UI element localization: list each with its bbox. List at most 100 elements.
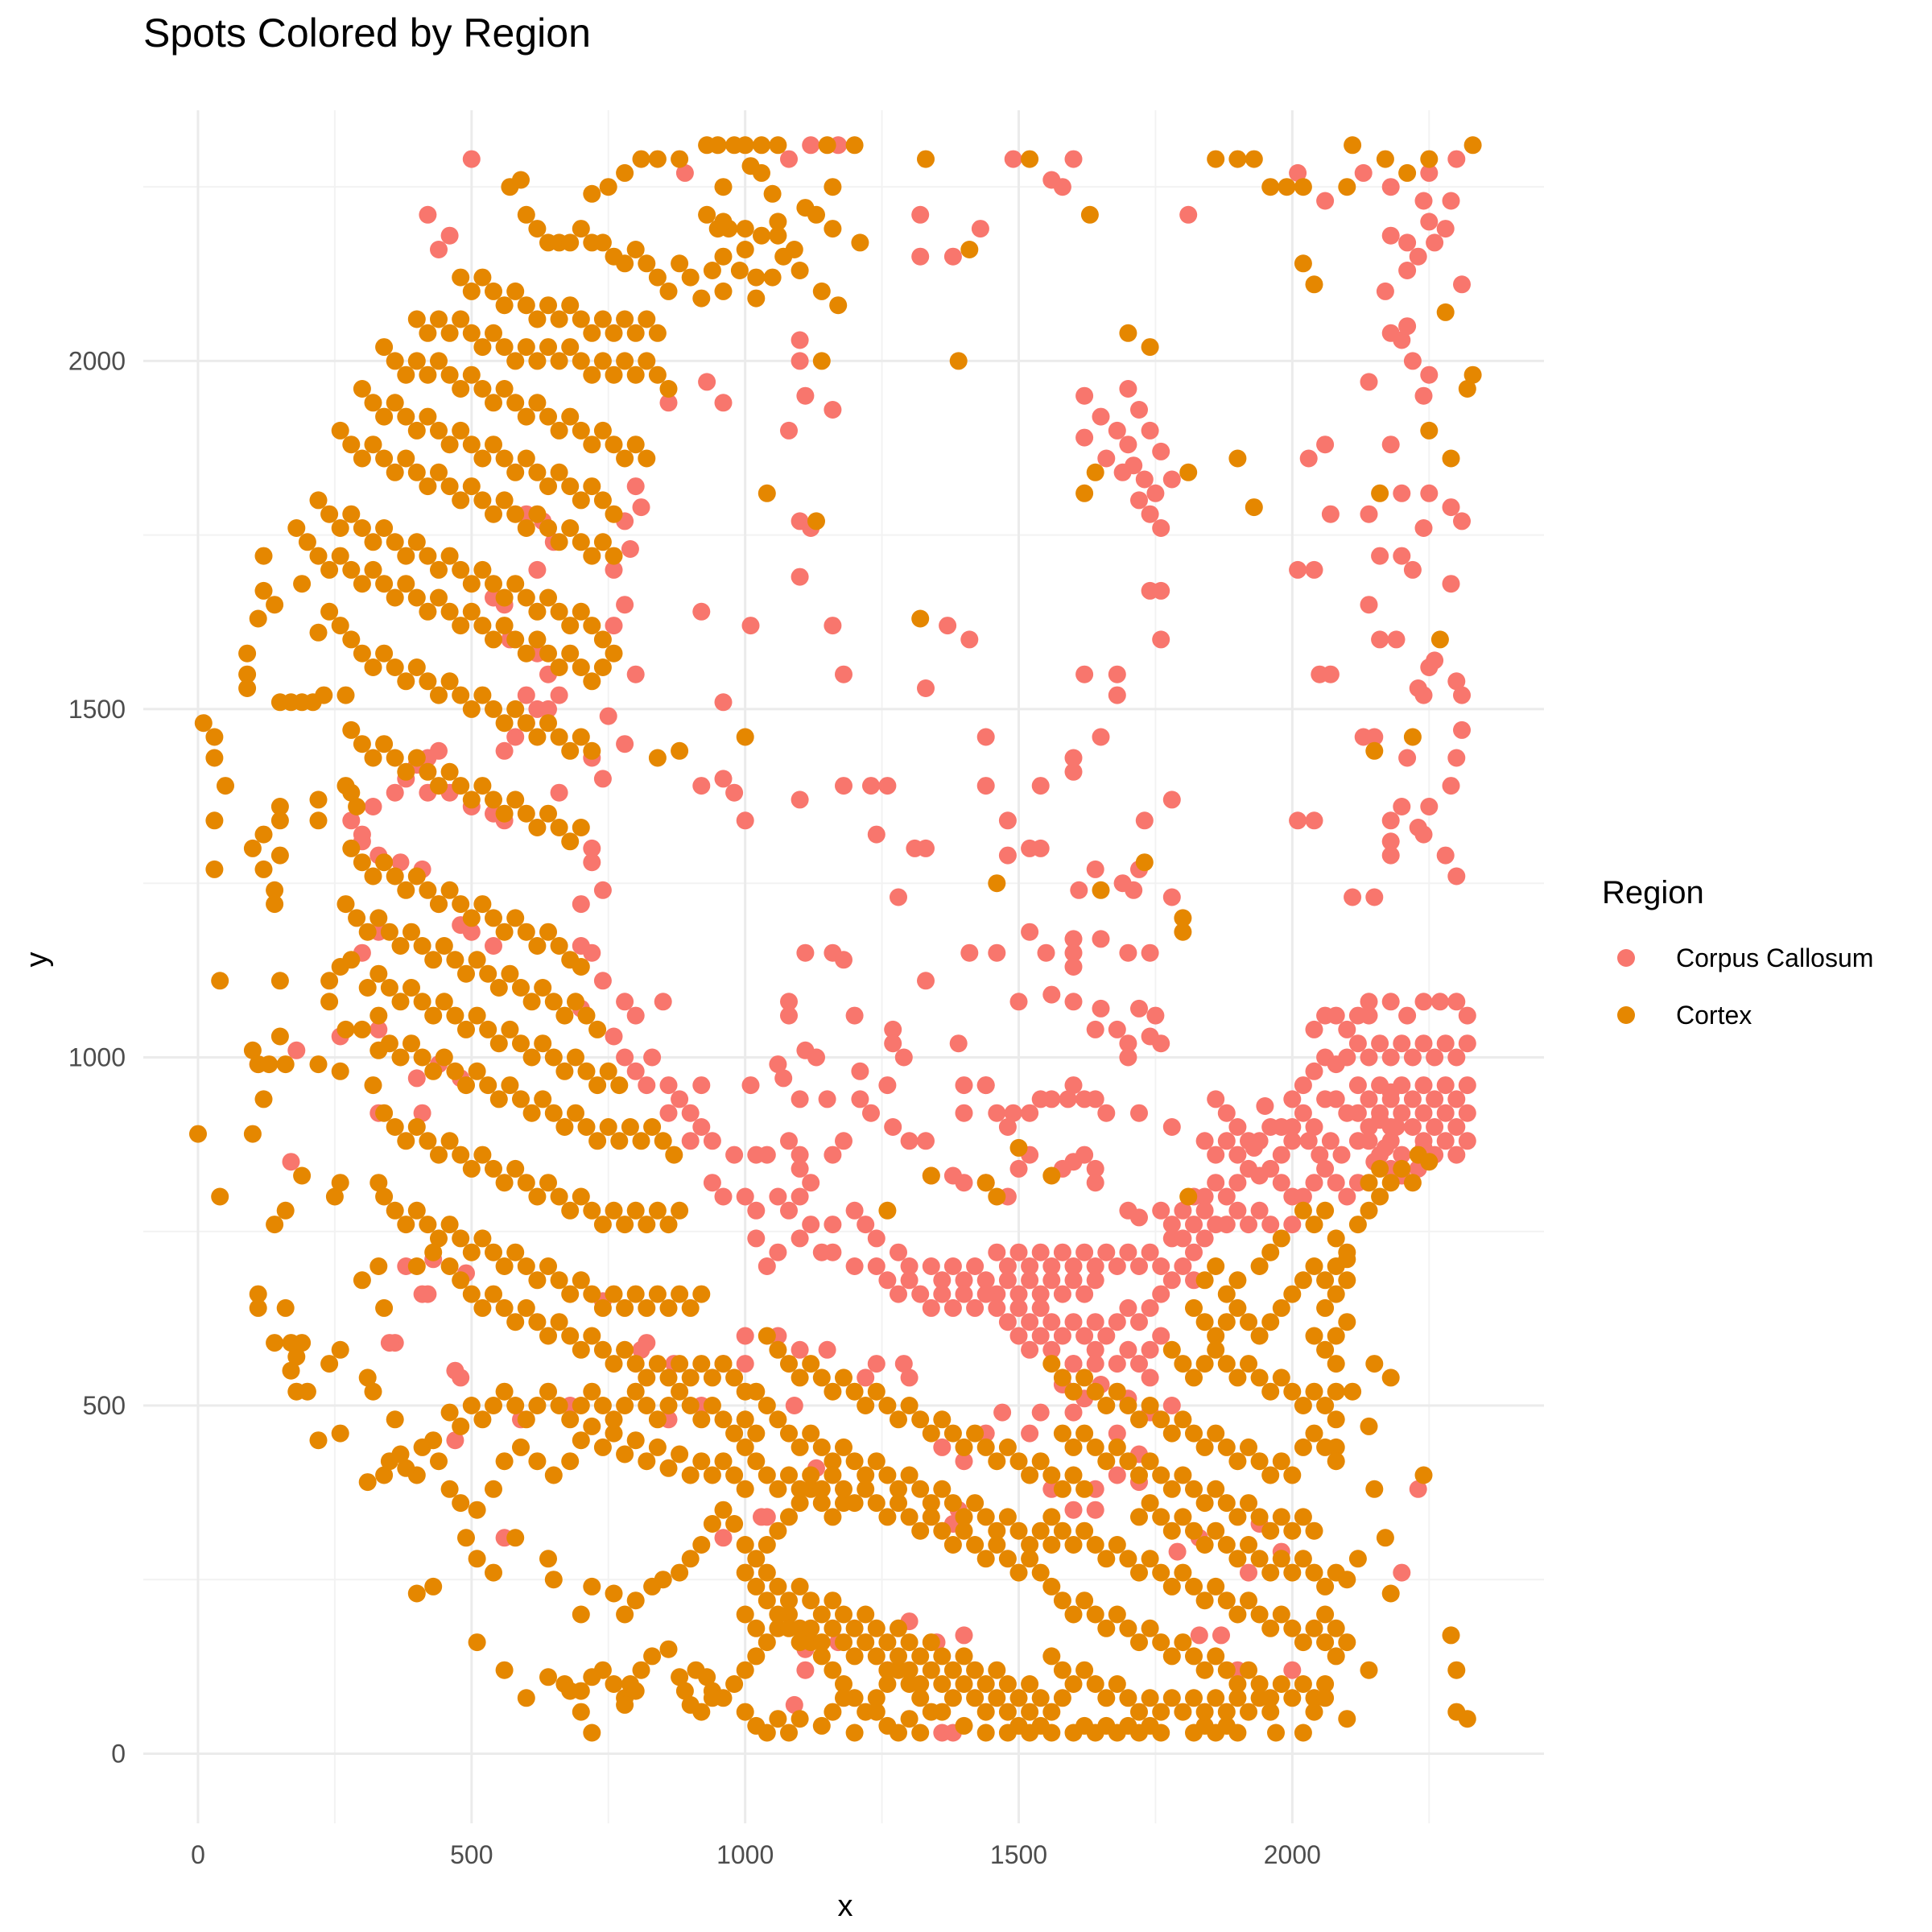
point-cortex [495, 1257, 514, 1275]
point-cortex [867, 1619, 886, 1637]
point-cortex [572, 1271, 590, 1290]
point-cortex [353, 1271, 371, 1290]
point-corpus-callosum [857, 1368, 875, 1387]
point-cortex [626, 1201, 645, 1220]
point-cortex [1207, 1577, 1225, 1596]
point-cortex [616, 163, 634, 182]
point-cortex [1327, 1452, 1345, 1471]
point-cortex [440, 602, 459, 621]
point-cortex [495, 804, 514, 823]
point-cortex [211, 972, 229, 990]
point-cortex [802, 1466, 820, 1484]
point-cortex [561, 477, 580, 496]
point-cortex [1108, 1605, 1126, 1624]
point-cortex [1316, 1689, 1335, 1707]
point-cortex [435, 1048, 453, 1067]
point-cortex [386, 1410, 404, 1429]
point-cortex [1327, 1229, 1345, 1248]
point-cortex [1042, 1355, 1061, 1373]
point-cortex [364, 749, 382, 767]
point-cortex [1207, 150, 1225, 168]
point-cortex [512, 1438, 530, 1456]
point-cortex [364, 867, 382, 886]
point-cortex [1053, 1689, 1071, 1707]
point-corpus-callosum [1190, 1626, 1208, 1645]
point-cortex [462, 1159, 481, 1178]
point-cortex [1283, 1619, 1302, 1637]
point-cortex [593, 310, 612, 328]
point-corpus-callosum [791, 1340, 809, 1359]
point-cortex [1217, 1494, 1236, 1513]
point-cortex [703, 262, 721, 279]
point-cortex [336, 1020, 355, 1038]
point-cortex [512, 979, 530, 997]
point-corpus-callosum [900, 1257, 919, 1275]
point-cortex [1294, 1550, 1312, 1568]
point-corpus-callosum [430, 241, 448, 258]
point-corpus-callosum [1217, 1132, 1236, 1150]
point-corpus-callosum [1393, 1104, 1411, 1122]
point-corpus-callosum [1365, 888, 1384, 906]
point-corpus-callosum [407, 1069, 426, 1088]
point-cortex [605, 1355, 623, 1373]
point-cortex [1283, 1563, 1302, 1582]
point-cortex [375, 735, 394, 753]
point-cortex [473, 491, 492, 510]
point-cortex [561, 617, 580, 635]
point-cortex [1381, 1584, 1400, 1603]
point-cortex [506, 1243, 525, 1261]
point-cortex [407, 658, 426, 676]
point-cortex [528, 937, 547, 955]
point-corpus-callosum [1031, 1243, 1050, 1261]
point-corpus-callosum [692, 777, 711, 795]
point-cortex [397, 547, 415, 565]
point-corpus-callosum [1119, 943, 1137, 962]
point-corpus-callosum [1420, 365, 1439, 384]
point-cortex [375, 575, 394, 593]
point-cortex [501, 1020, 519, 1038]
point-cortex [791, 1577, 809, 1596]
point-corpus-callosum [890, 888, 907, 906]
point-cortex [353, 380, 371, 398]
point-cortex [528, 1397, 547, 1414]
point-cortex [1261, 1466, 1280, 1484]
point-cortex [998, 1703, 1017, 1721]
point-cortex [736, 241, 754, 258]
point-cortex [1316, 1201, 1335, 1220]
point-cortex [440, 1132, 459, 1150]
point-cortex [468, 1062, 486, 1080]
point-cortex [681, 1466, 700, 1484]
point-corpus-callosum [1228, 1118, 1247, 1136]
point-cortex [654, 1571, 672, 1589]
point-cortex [681, 1550, 700, 1568]
point-cortex [555, 1118, 574, 1136]
point-cortex [933, 1410, 952, 1429]
point-cortex [583, 617, 601, 635]
point-cortex [243, 1041, 262, 1059]
point-corpus-callosum [845, 1201, 864, 1220]
point-cortex [468, 1633, 486, 1652]
point-cortex [824, 1661, 842, 1679]
point-corpus-callosum [911, 205, 930, 224]
point-corpus-callosum [593, 770, 612, 788]
point-cortex [922, 1633, 940, 1652]
point-cortex [495, 1298, 514, 1317]
point-cortex [1152, 1466, 1170, 1484]
point-corpus-callosum [922, 1298, 940, 1317]
point-corpus-callosum [1042, 1313, 1061, 1331]
point-cortex [1338, 1271, 1356, 1290]
point-cortex [205, 749, 224, 767]
point-corpus-callosum [1294, 1104, 1312, 1122]
point-cortex [485, 1397, 502, 1414]
point-corpus-callosum [1447, 672, 1466, 691]
point-cortex [1381, 1174, 1400, 1192]
point-cortex [890, 1480, 907, 1498]
point-cortex [616, 1445, 634, 1463]
point-cortex [528, 220, 547, 238]
point-cortex [1305, 1257, 1323, 1275]
point-cortex [747, 1452, 766, 1471]
point-corpus-callosum [1442, 575, 1460, 593]
point-cortex [495, 1382, 514, 1401]
point-cortex [1261, 1243, 1280, 1261]
point-cortex [364, 560, 382, 579]
